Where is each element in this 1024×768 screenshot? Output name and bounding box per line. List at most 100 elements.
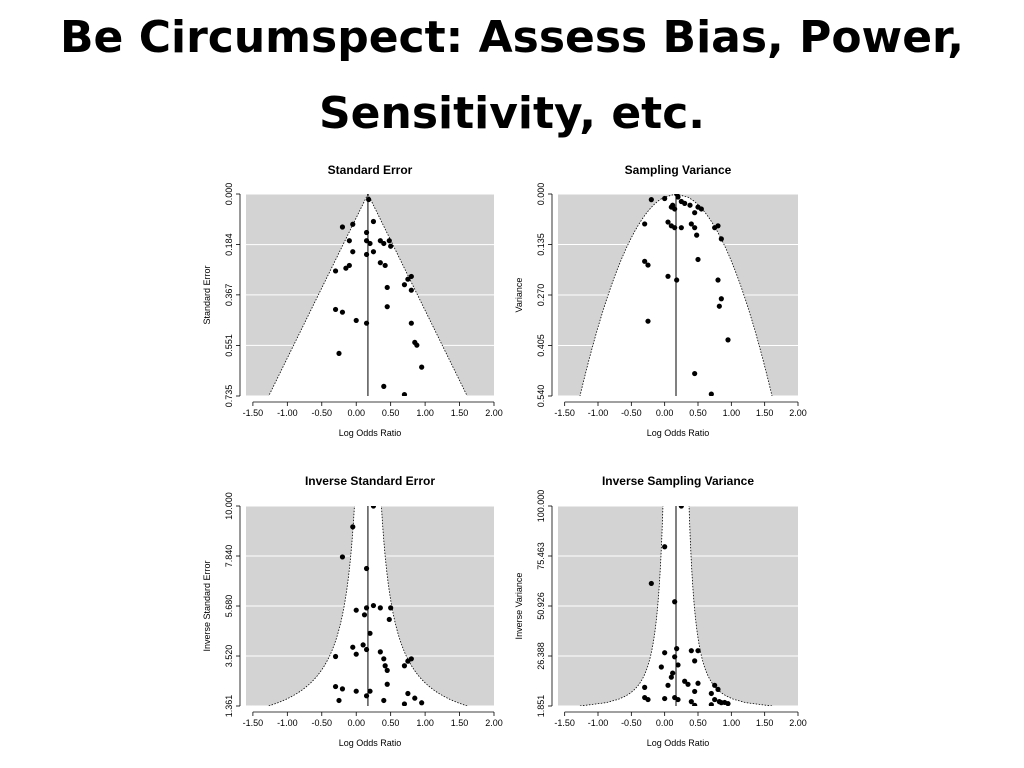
data-point: [678, 506, 684, 509]
data-point: [672, 694, 678, 701]
data-point: [401, 392, 408, 396]
data-point: [367, 688, 373, 694]
data-point: [665, 273, 671, 279]
data-point: [370, 249, 377, 255]
data-point: [642, 221, 648, 227]
y-tick-label: 0.000: [536, 183, 546, 206]
data-point: [332, 683, 339, 690]
funnel-right-bound: [675, 194, 773, 396]
y-tick-label: 0.540: [536, 385, 546, 408]
data-point: [688, 221, 694, 227]
data-point: [332, 306, 339, 313]
x-tick-label: -1.50: [554, 718, 575, 728]
data-point: [363, 693, 370, 699]
x-tick-label: 0.50: [382, 408, 400, 418]
data-point: [672, 225, 678, 231]
funnel-area: [246, 194, 494, 396]
x-tick-label: 1.50: [451, 408, 469, 418]
chart-title: Sampling Variance: [625, 163, 732, 177]
data-point: [370, 602, 377, 609]
data-point: [678, 225, 684, 231]
y-tick-label: 10.000: [224, 492, 234, 520]
data-point: [662, 650, 668, 656]
funnel-right-bound: [688, 506, 773, 706]
data-point: [668, 674, 674, 680]
x-tick-label: -0.50: [312, 718, 333, 728]
x-tick-label: -0.50: [312, 408, 333, 418]
y-tick-label: 7.840: [224, 545, 234, 568]
data-point: [381, 656, 387, 662]
data-point: [645, 262, 651, 268]
data-point: [401, 663, 408, 669]
data-point: [350, 524, 356, 530]
data-point: [718, 296, 724, 302]
x-tick-label: -1.00: [277, 718, 298, 728]
x-tick-label: -1.50: [243, 718, 264, 728]
y-tick-label: 0.000: [224, 183, 234, 206]
data-point: [388, 605, 394, 611]
data-point: [353, 688, 359, 694]
data-point: [712, 682, 718, 688]
data-point: [687, 202, 693, 208]
x-axis-label: Log Odds Ratio: [647, 738, 710, 748]
data-point: [682, 678, 688, 684]
data-point: [670, 670, 676, 676]
x-tick-label: 0.00: [656, 718, 674, 728]
data-point: [685, 681, 691, 687]
y-tick-label: 1.851: [536, 695, 546, 718]
data-point: [662, 544, 668, 550]
data-point: [694, 232, 700, 238]
data-point: [642, 694, 648, 701]
funnel-left-bound: [579, 194, 677, 396]
x-tick-label: 2.00: [485, 408, 503, 418]
y-axis-label: Standard Error: [202, 265, 212, 324]
data-point: [350, 221, 356, 227]
y-tick-label: 0.405: [536, 334, 546, 357]
data-point: [648, 580, 654, 587]
data-point: [715, 277, 721, 283]
data-point: [408, 287, 414, 293]
data-point: [367, 240, 373, 247]
data-point: [692, 225, 698, 231]
data-point: [725, 701, 731, 706]
data-point: [360, 642, 366, 648]
y-tick-label: 1.361: [224, 695, 234, 718]
data-point: [674, 277, 680, 283]
x-tick-label: 0.00: [347, 718, 365, 728]
data-point: [698, 206, 704, 212]
data-point: [672, 654, 678, 660]
slide-title-line2: Sensitivity, etc.: [318, 88, 705, 139]
chart-title: Inverse Sampling Variance: [602, 474, 754, 488]
funnel-area: [246, 506, 494, 706]
data-point: [381, 240, 387, 247]
data-point: [658, 664, 664, 670]
funnel-left-bound: [579, 506, 664, 706]
x-tick-label: -1.50: [243, 408, 264, 418]
data-point: [336, 697, 342, 704]
data-point: [718, 236, 724, 242]
data-point: [405, 690, 411, 697]
data-point: [377, 260, 383, 266]
x-tick-label: 0.50: [382, 718, 400, 728]
data-point: [408, 320, 414, 326]
x-axis-label: Log Odds Ratio: [339, 428, 402, 438]
data-point: [363, 646, 370, 653]
data-point: [370, 506, 377, 509]
data-point: [405, 276, 411, 282]
data-point: [662, 195, 668, 202]
data-point: [688, 699, 694, 705]
data-point: [363, 320, 370, 326]
data-point: [367, 630, 373, 636]
data-point: [384, 667, 390, 673]
y-tick-label: 100.000: [536, 490, 546, 523]
data-point: [343, 265, 349, 271]
x-tick-label: 2.00: [789, 718, 807, 728]
x-tick-label: -1.00: [277, 408, 298, 418]
data-point: [716, 303, 722, 309]
data-point: [712, 696, 718, 703]
data-point: [401, 282, 408, 288]
data-point: [339, 309, 346, 315]
data-point: [692, 370, 698, 377]
x-tick-label: 1.00: [723, 718, 741, 728]
data-point: [708, 391, 714, 396]
